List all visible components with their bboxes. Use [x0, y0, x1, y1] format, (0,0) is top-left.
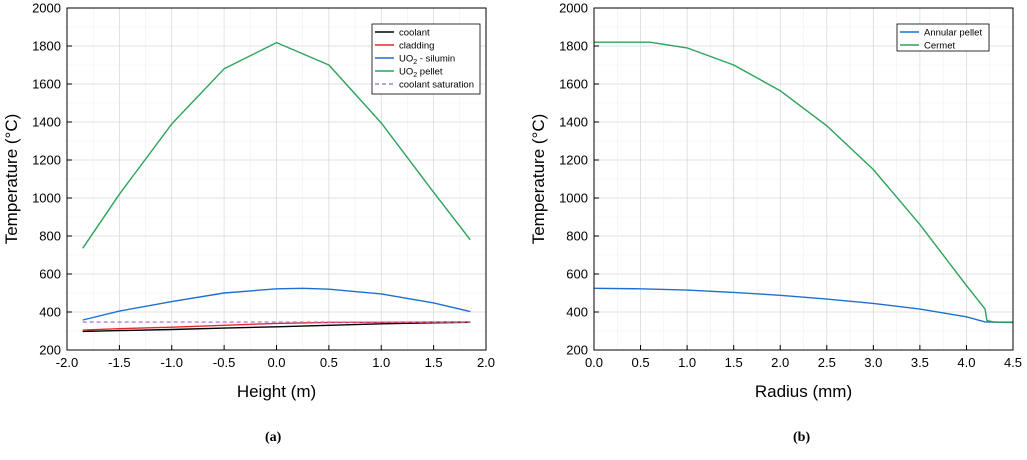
- legend-entry-label: Cermet: [924, 40, 956, 51]
- legend-entry-label: UO2 - silumin: [399, 53, 455, 66]
- x-tick-label: -0.5: [213, 355, 235, 370]
- plot-frame: [593, 7, 1014, 351]
- x-tick-label: 2.5: [818, 355, 836, 370]
- legend-box: [371, 23, 481, 95]
- x-tick-label: -2.0: [56, 355, 78, 370]
- y-tick-label: 1200: [559, 153, 588, 168]
- legend: Annular pellet Cermet: [896, 23, 990, 52]
- y-tick-label: 600: [566, 267, 588, 282]
- x-tick-label: -1.5: [108, 355, 130, 370]
- x-tick-label: 4.5: [1004, 355, 1022, 370]
- legend-entry-label: coolant saturation: [399, 79, 474, 90]
- legend-entry-label: Annular pellet: [924, 27, 982, 38]
- x-tick-label: 0.0: [585, 355, 603, 370]
- x-tick-label: -1.0: [161, 355, 183, 370]
- y-tick-label: 1400: [32, 115, 61, 130]
- x-tick-label: 3.0: [864, 355, 882, 370]
- y-tick-label: 1000: [32, 191, 61, 206]
- x-tick-label: 0.5: [632, 355, 650, 370]
- y-tick-label: 1800: [32, 39, 61, 54]
- x-tick-label: 1.5: [725, 355, 743, 370]
- y-tick-label: 1800: [559, 39, 588, 54]
- series-line-coolant: [82, 321, 471, 333]
- x-tick-label: 2.0: [771, 355, 789, 370]
- x-tick-label: 1.0: [678, 355, 696, 370]
- series-line-cladding: [82, 321, 471, 331]
- chart-panel-a: -2.0 -1.5 -1.0 -0.5 0.0 0.5 1.0 1.5 2.0 200 400 600…: [2, 1, 495, 402]
- y-tick-label: 2000: [559, 1, 588, 16]
- x-tick-label: 1.0: [372, 355, 390, 370]
- y-tick-label: 1600: [32, 77, 61, 92]
- y-axis-label: Temperature (°C): [2, 114, 21, 245]
- y-tick-label: 400: [566, 305, 588, 320]
- y-tick-label: 1400: [559, 115, 588, 130]
- chart-panel-b: 0.0 0.5 1.0 1.5 2.0 2.5 3.0 3.5 4.0 4.5 200 400 600 8…: [529, 1, 1022, 402]
- series-line-cermet: [594, 41, 1013, 323]
- legend-box: [896, 23, 990, 52]
- y-tick-label: 800: [39, 229, 61, 244]
- legend-entry-label: cladding: [399, 40, 434, 51]
- y-tick-label: 800: [566, 229, 588, 244]
- legend-entry-label: UO2 pellet: [399, 66, 443, 79]
- series-line-annular-pellet: [593, 287, 1014, 324]
- y-tick-label: 400: [39, 305, 61, 320]
- x-tick-label: 0.5: [320, 355, 338, 370]
- caption-a: (a): [265, 430, 282, 445]
- legend-entry-label: coolant: [399, 27, 430, 38]
- x-tick-label: 1.5: [425, 355, 443, 370]
- y-tick-label: 1200: [32, 153, 61, 168]
- series-line-uo2-silumin: [82, 287, 471, 321]
- x-axis-label: Radius (mm): [755, 382, 852, 401]
- x-tick-label: 3.5: [911, 355, 929, 370]
- y-tick-label: 1000: [559, 191, 588, 206]
- caption-b: (b): [793, 430, 811, 445]
- y-tick-label: 200: [39, 343, 61, 358]
- y-tick-label: 600: [39, 267, 61, 282]
- y-tick-label: 1600: [559, 77, 588, 92]
- x-axis-label: Height (m): [237, 382, 316, 401]
- x-tick-label: 4.0: [957, 355, 975, 370]
- y-tick-label: 200: [566, 343, 588, 358]
- y-axis-label: Temperature (°C): [529, 114, 548, 245]
- x-tick-label: 2.0: [477, 355, 495, 370]
- y-tick-label: 2000: [32, 1, 61, 16]
- series-line-uo2-pellet: [82, 41, 471, 249]
- x-tick-label: 0.0: [267, 355, 285, 370]
